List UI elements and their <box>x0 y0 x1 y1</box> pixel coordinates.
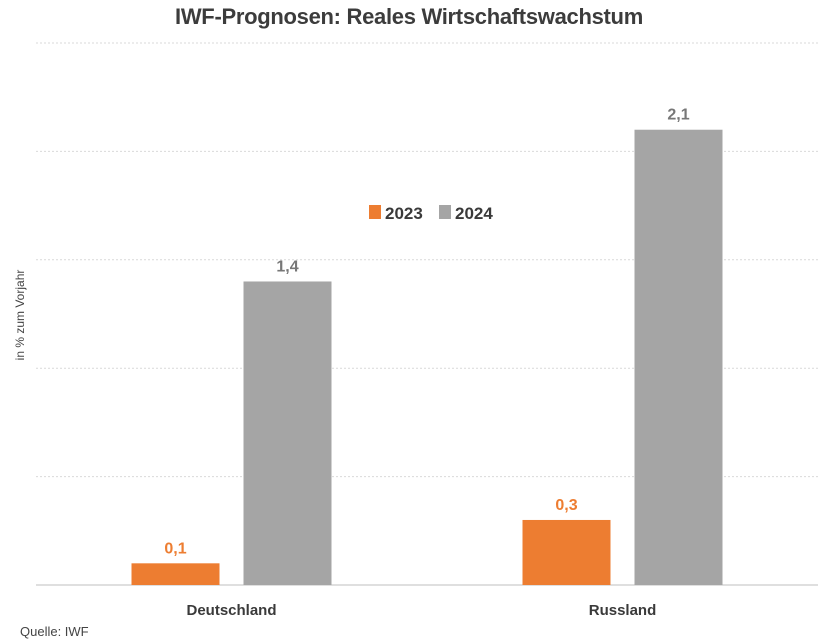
legend-label-2023: 2023 <box>385 204 423 223</box>
legend-swatch-2023 <box>369 205 381 219</box>
value-label: 0,3 <box>555 497 577 514</box>
value-label: 0,1 <box>164 540 186 557</box>
chart-title: IWF-Prognosen: Reales Wirtschaftswachstu… <box>175 4 643 29</box>
category-labels: Deutschland Russland <box>186 602 656 619</box>
category-label: Deutschland <box>186 602 276 619</box>
bar-russland-2023 <box>522 519 611 585</box>
value-label: 2,1 <box>667 107 689 124</box>
bar-deutschland-2023 <box>131 563 220 585</box>
value-label: 1,4 <box>276 258 298 275</box>
source-note: Quelle: IWF <box>20 624 89 639</box>
y-axis-label: in % zum Vorjahr <box>13 270 27 361</box>
bar-russland-2024 <box>634 129 723 585</box>
legend: 2023 2024 <box>369 204 493 223</box>
category-label: Russland <box>589 602 657 619</box>
value-labels: 0,1 1,4 0,3 2,1 <box>164 107 689 558</box>
bar-deutschland-2024 <box>243 281 332 585</box>
bars <box>131 129 723 585</box>
legend-label-2024: 2024 <box>455 204 493 223</box>
legend-swatch-2024 <box>439 205 451 219</box>
